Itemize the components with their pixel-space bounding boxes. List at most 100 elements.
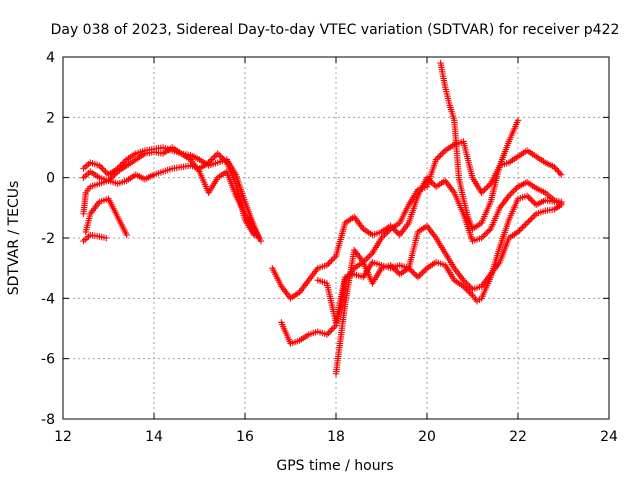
- data-point: [526, 195, 534, 202]
- data-point: [219, 154, 226, 162]
- data-point: [216, 151, 223, 159]
- series-track-7: [278, 138, 565, 347]
- data-point: [528, 197, 535, 204]
- data-point: [214, 150, 221, 157]
- data-point: [123, 231, 130, 239]
- data-point: [209, 154, 217, 162]
- data-point: [211, 153, 218, 160]
- data-point: [111, 171, 118, 178]
- data-point: [363, 255, 370, 263]
- series-track-3: [80, 150, 258, 239]
- data-point: [437, 151, 444, 159]
- data-point: [419, 269, 426, 276]
- data-points: [80, 59, 565, 377]
- y-tick-label: -8: [41, 412, 55, 428]
- data-point: [323, 261, 331, 269]
- data-point: [467, 284, 475, 291]
- data-point: [388, 263, 396, 270]
- data-point: [325, 260, 332, 267]
- data-point: [435, 153, 443, 160]
- data-point: [429, 180, 437, 187]
- grid-lines: [63, 57, 609, 419]
- data-point: [522, 221, 529, 228]
- series-track-6: [269, 174, 565, 302]
- data-point: [366, 252, 373, 260]
- data-point: [507, 191, 514, 198]
- data-point: [505, 192, 513, 199]
- data-point: [257, 237, 265, 245]
- data-point: [517, 225, 525, 233]
- data-point: [411, 271, 419, 278]
- data-point: [121, 157, 129, 165]
- data-point: [525, 194, 532, 201]
- data-point: [325, 329, 332, 337]
- data-point: [514, 117, 522, 124]
- data-point: [508, 189, 516, 196]
- data-point: [393, 267, 400, 275]
- y-tick-label: 2: [46, 110, 55, 126]
- data-point: [461, 284, 469, 291]
- data-point: [416, 272, 423, 279]
- data-point: [109, 172, 117, 180]
- data-point: [422, 266, 429, 273]
- data-point: [390, 264, 397, 272]
- data-point: [420, 267, 428, 275]
- data-point: [463, 280, 470, 287]
- data-point: [464, 281, 472, 288]
- series-track-2: [80, 144, 265, 245]
- data-point: [478, 234, 485, 242]
- data-point: [208, 156, 215, 163]
- data-point: [367, 251, 375, 258]
- data-point: [479, 233, 487, 240]
- data-point: [100, 166, 108, 174]
- data-point: [479, 188, 487, 195]
- data-point: [331, 323, 338, 331]
- data-point: [410, 269, 417, 276]
- data-point: [391, 266, 399, 273]
- y-tick-label: 4: [46, 50, 55, 66]
- data-point: [438, 150, 446, 157]
- series-track-9: [332, 192, 565, 377]
- data-point: [112, 169, 120, 177]
- data-point: [523, 219, 531, 227]
- data-point: [523, 192, 531, 199]
- data-point: [434, 154, 441, 162]
- data-point: [464, 287, 472, 294]
- chart-title: Day 038 of 2023, Sidereal Day-to-day VTE…: [51, 22, 620, 38]
- x-tick-label: 12: [54, 429, 72, 445]
- data-point: [326, 328, 334, 335]
- data-point: [391, 227, 399, 234]
- data-point: [514, 228, 522, 236]
- data-point: [484, 228, 491, 236]
- data-point: [558, 200, 565, 207]
- data-point: [408, 267, 416, 275]
- data-point: [407, 266, 414, 273]
- data-point: [467, 290, 475, 298]
- data-point: [329, 255, 337, 263]
- data-point: [222, 157, 229, 165]
- data-point: [102, 168, 109, 175]
- data-point: [217, 153, 224, 160]
- data-point: [326, 258, 334, 266]
- data-point: [482, 230, 490, 237]
- data-point: [432, 156, 440, 163]
- data-point: [328, 257, 335, 264]
- data-point: [466, 283, 473, 290]
- y-axis-label: SDTVAR / TECUs: [6, 181, 22, 296]
- y-axis-ticks: -8 -6 -4 -2 0 2 4: [41, 50, 609, 428]
- data-point: [460, 277, 467, 284]
- data-point: [485, 227, 493, 234]
- x-tick-label: 22: [509, 429, 527, 445]
- data-point: [323, 331, 331, 338]
- data-point: [551, 163, 558, 171]
- y-tick-label: -4: [41, 291, 55, 307]
- data-point: [513, 185, 520, 192]
- data-point: [382, 230, 390, 237]
- x-tick-label: 14: [145, 429, 163, 445]
- data-point: [531, 212, 538, 219]
- data-point: [481, 231, 488, 239]
- x-tick-label: 16: [236, 429, 254, 445]
- x-tick-label: 24: [600, 429, 618, 445]
- data-point: [387, 261, 394, 269]
- data-point: [99, 165, 106, 172]
